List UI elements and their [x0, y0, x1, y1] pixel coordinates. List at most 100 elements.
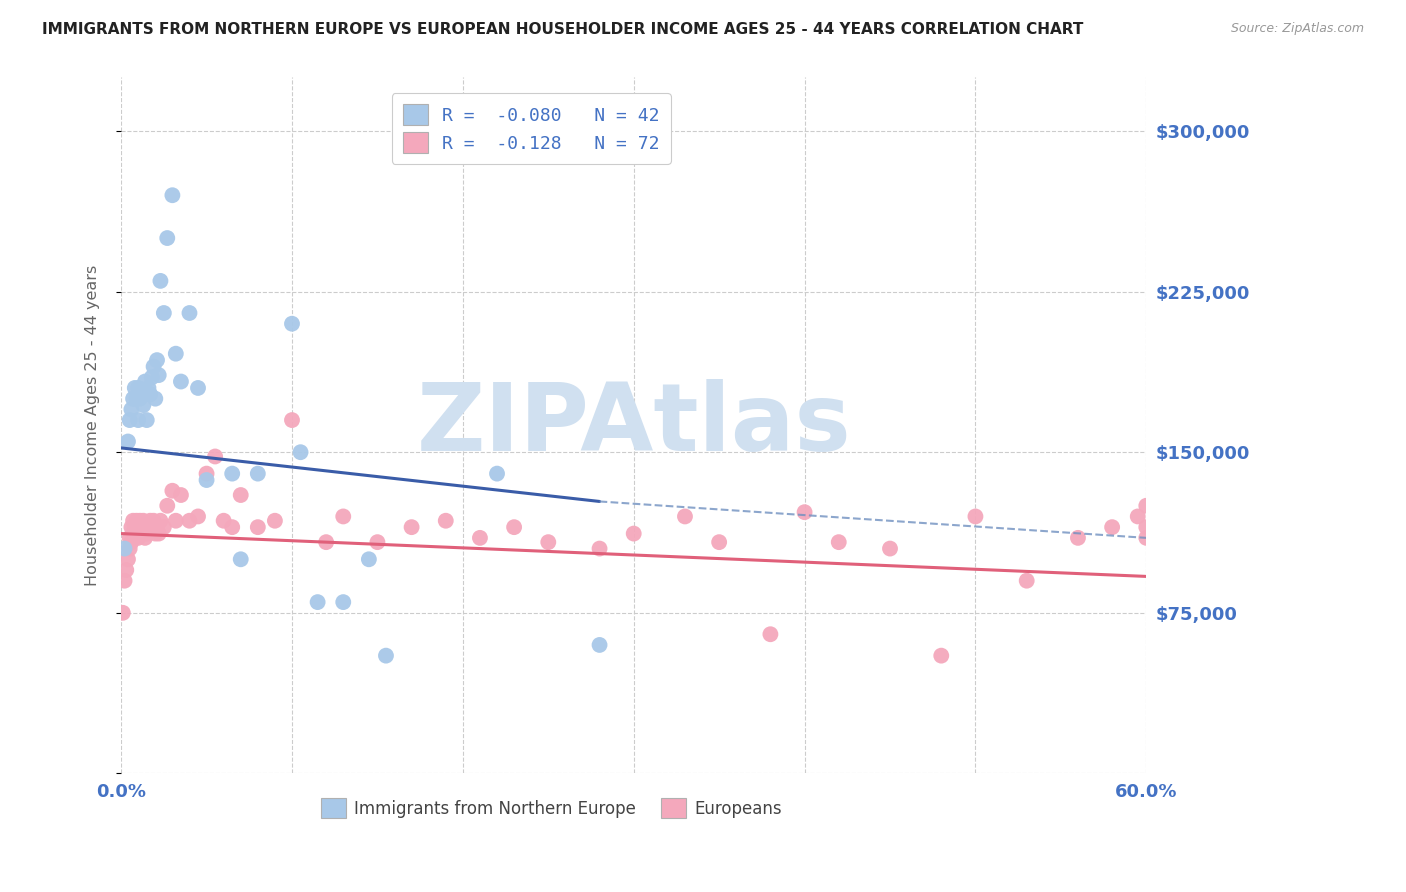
- Point: [115, 563, 138, 577]
- Point: [965, 509, 987, 524]
- Point: [132, 526, 155, 541]
- Point: [127, 413, 149, 427]
- Point: [195, 467, 218, 481]
- Point: [125, 526, 148, 541]
- Point: [149, 274, 172, 288]
- Text: ZIPAtlas: ZIPAtlas: [416, 379, 851, 472]
- Point: [134, 531, 156, 545]
- Point: [118, 541, 141, 556]
- Point: [135, 413, 157, 427]
- Point: [623, 526, 645, 541]
- Point: [139, 514, 162, 528]
- Point: [759, 627, 782, 641]
- Point: [162, 188, 184, 202]
- Point: [486, 467, 509, 481]
- Point: [170, 488, 193, 502]
- Point: [124, 520, 146, 534]
- Point: [120, 402, 142, 417]
- Point: [143, 526, 166, 541]
- Point: [131, 385, 153, 400]
- Point: [537, 535, 560, 549]
- Point: [290, 445, 312, 459]
- Point: [246, 467, 269, 481]
- Point: [138, 520, 160, 534]
- Point: [127, 531, 149, 545]
- Point: [148, 526, 170, 541]
- Point: [135, 526, 157, 541]
- Point: [142, 514, 165, 528]
- Point: [503, 520, 526, 534]
- Point: [229, 488, 252, 502]
- Point: [332, 595, 354, 609]
- Point: [588, 541, 610, 556]
- Point: [118, 531, 141, 545]
- Point: [131, 520, 153, 534]
- Point: [281, 317, 304, 331]
- Point: [114, 574, 136, 588]
- Point: [141, 370, 163, 384]
- Point: [588, 638, 610, 652]
- Point: [134, 375, 156, 389]
- Point: [332, 509, 354, 524]
- Point: [132, 398, 155, 412]
- Point: [281, 413, 304, 427]
- Point: [1015, 574, 1038, 588]
- Point: [162, 483, 184, 498]
- Point: [156, 499, 179, 513]
- Point: [127, 381, 149, 395]
- Point: [375, 648, 398, 663]
- Point: [204, 450, 226, 464]
- Point: [1126, 509, 1149, 524]
- Point: [187, 381, 209, 395]
- Point: [117, 434, 139, 449]
- Point: [264, 514, 287, 528]
- Point: [187, 509, 209, 524]
- Point: [148, 368, 170, 383]
- Point: [401, 520, 423, 534]
- Point: [366, 535, 388, 549]
- Point: [143, 392, 166, 406]
- Point: [179, 306, 201, 320]
- Point: [129, 514, 152, 528]
- Text: IMMIGRANTS FROM NORTHERN EUROPE VS EUROPEAN HOUSEHOLDER INCOME AGES 25 - 44 YEAR: IMMIGRANTS FROM NORTHERN EUROPE VS EUROP…: [42, 22, 1084, 37]
- Point: [1067, 531, 1090, 545]
- Point: [139, 387, 162, 401]
- Legend: Immigrants from Northern Europe, Europeans: Immigrants from Northern Europe, Europea…: [315, 792, 789, 824]
- Point: [153, 306, 176, 320]
- Point: [229, 552, 252, 566]
- Point: [125, 392, 148, 406]
- Point: [125, 514, 148, 528]
- Y-axis label: Householder Income Ages 25 - 44 years: Householder Income Ages 25 - 44 years: [86, 265, 100, 586]
- Point: [111, 606, 134, 620]
- Point: [141, 520, 163, 534]
- Text: Source: ZipAtlas.com: Source: ZipAtlas.com: [1230, 22, 1364, 36]
- Point: [142, 359, 165, 374]
- Point: [120, 520, 142, 534]
- Point: [1135, 531, 1157, 545]
- Point: [122, 514, 145, 528]
- Point: [221, 520, 243, 534]
- Point: [179, 514, 201, 528]
- Point: [212, 514, 235, 528]
- Point: [165, 514, 187, 528]
- Point: [127, 520, 149, 534]
- Point: [1135, 499, 1157, 513]
- Point: [146, 520, 169, 534]
- Point: [315, 535, 337, 549]
- Point: [221, 467, 243, 481]
- Point: [124, 381, 146, 395]
- Point: [165, 347, 187, 361]
- Point: [134, 520, 156, 534]
- Point: [170, 375, 193, 389]
- Point: [118, 413, 141, 427]
- Point: [879, 541, 901, 556]
- Point: [357, 552, 380, 566]
- Point: [793, 505, 815, 519]
- Point: [468, 531, 491, 545]
- Point: [929, 648, 952, 663]
- Point: [122, 392, 145, 406]
- Point: [307, 595, 329, 609]
- Point: [246, 520, 269, 534]
- Point: [124, 531, 146, 545]
- Point: [1135, 520, 1157, 534]
